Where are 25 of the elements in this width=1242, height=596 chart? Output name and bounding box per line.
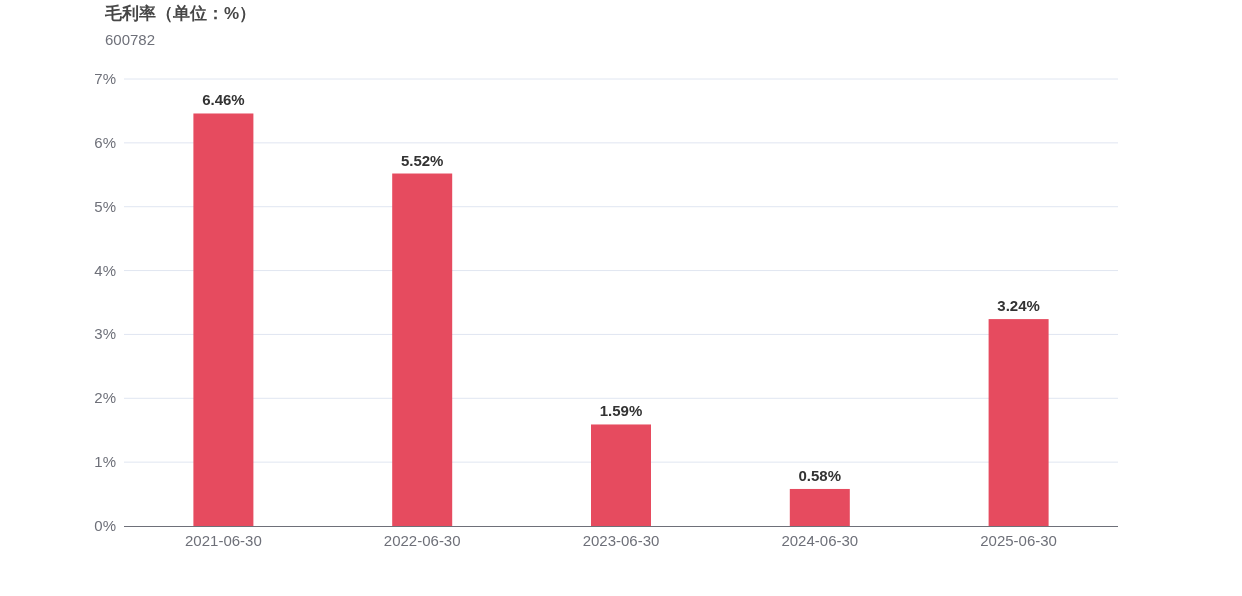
bar: [591, 424, 651, 526]
chart-title: 毛利率（单位：%）: [104, 4, 257, 23]
y-tick-label: 4%: [94, 261, 116, 279]
bar: [988, 319, 1049, 526]
y-tick-label: 0%: [94, 517, 116, 534]
bar: [789, 488, 850, 526]
x-tick-label: 2023-06-30: [582, 532, 660, 549]
data-label: 0.58%: [798, 466, 842, 484]
bar: [193, 113, 254, 526]
y-tick-label: 2%: [94, 389, 116, 407]
data-label: 3.24%: [997, 297, 1040, 315]
x-tick-label: 2025-06-30: [980, 532, 1057, 549]
y-tick-label: 6%: [94, 133, 116, 151]
x-tick-label: 2022-06-30: [383, 532, 461, 549]
y-tick-label: 7%: [94, 70, 116, 87]
chart-subtitle: 600782: [105, 31, 156, 48]
data-label: 5.52%: [400, 151, 444, 169]
x-tick-label: 2021-06-30: [185, 532, 262, 549]
bar: [392, 173, 453, 526]
x-tick-label: 2024-06-30: [781, 532, 859, 549]
y-tick-label: 5%: [94, 197, 116, 215]
y-tick-label: 1%: [94, 453, 116, 471]
y-tick-label: 3%: [94, 325, 116, 343]
data-label: 6.46%: [202, 91, 245, 109]
data-label: 1.59%: [599, 402, 643, 420]
